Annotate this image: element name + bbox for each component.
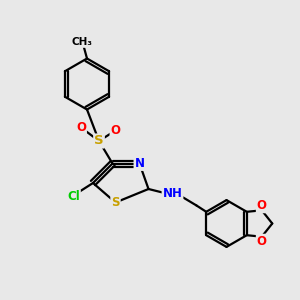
- Text: O: O: [257, 199, 267, 212]
- Text: S: S: [94, 134, 104, 148]
- Text: O: O: [257, 235, 267, 248]
- Text: N: N: [134, 157, 145, 170]
- Text: Cl: Cl: [67, 190, 80, 203]
- Text: NH: NH: [163, 187, 182, 200]
- Text: O: O: [76, 121, 86, 134]
- Text: S: S: [111, 196, 120, 209]
- Text: CH₃: CH₃: [72, 37, 93, 47]
- Text: O: O: [110, 124, 121, 137]
